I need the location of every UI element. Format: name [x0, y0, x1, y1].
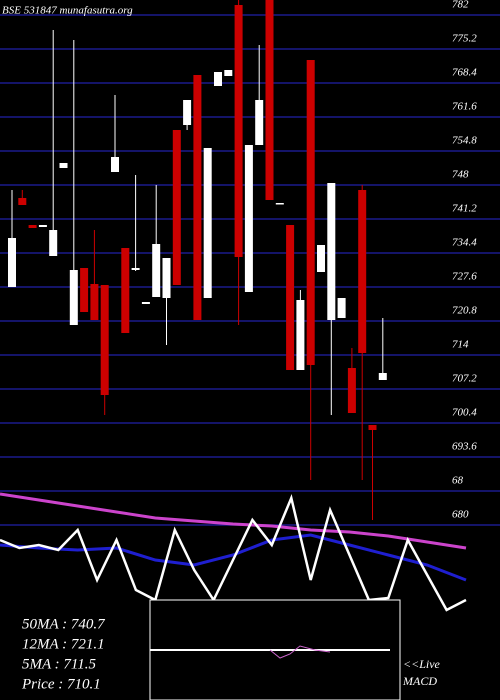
y-tick-label: 68 — [452, 475, 464, 487]
candle-body — [214, 72, 222, 86]
candle-body — [121, 248, 130, 333]
candle-body — [306, 60, 315, 365]
candles — [8, 0, 387, 520]
candle-body — [347, 368, 356, 413]
y-tick-label: 714 — [452, 339, 469, 351]
candle-body — [141, 302, 150, 304]
candle-body — [378, 373, 387, 380]
candle-body — [203, 148, 212, 298]
candle-body — [90, 284, 99, 320]
y-tick-label: 775.2 — [452, 33, 477, 45]
y-tick-label: 748 — [452, 169, 469, 181]
candle-body — [162, 258, 171, 298]
candle-body — [327, 183, 336, 320]
candle-body — [317, 245, 325, 272]
info-line: Price : 710.1 — [21, 676, 101, 692]
candle-body — [80, 268, 89, 312]
candle-body — [8, 238, 16, 287]
chart-title: BSE 531847 munafasutra.org — [2, 5, 133, 17]
y-tick-label: 734.4 — [452, 237, 477, 249]
candle-body — [224, 70, 233, 76]
macd-label: MACD — [402, 674, 437, 688]
candle-body — [111, 157, 119, 172]
macd-signal — [269, 645, 331, 659]
indicator-line — [0, 533, 467, 582]
y-tick-label: 741.2 — [452, 203, 477, 215]
candle-body — [337, 298, 346, 318]
candle-body — [131, 268, 140, 270]
y-tick-label: 707.2 — [452, 373, 477, 385]
candle-body — [275, 203, 284, 205]
y-tick-label: 782 — [452, 0, 469, 11]
y-tick-label: 680 — [452, 509, 469, 521]
y-tick-label: 700.4 — [452, 407, 477, 419]
candle-body — [286, 225, 295, 370]
candle-body — [38, 225, 47, 227]
info-line: 50MA : 740.7 — [22, 616, 106, 632]
info: 50MA : 740.7 12MA : 721.1 5MA : 711.5 Price… — [21, 616, 106, 692]
lower-panel — [0, 492, 467, 612]
candle-body — [255, 100, 264, 145]
candle-body — [69, 270, 78, 325]
candle-body — [234, 5, 243, 257]
candle-body — [28, 225, 37, 228]
candle-body — [244, 145, 253, 292]
candle-body — [265, 0, 274, 200]
y-tick-label: 693.6 — [452, 441, 477, 453]
indicator-line — [0, 493, 467, 612]
live-label: <<Live — [403, 657, 441, 671]
y-tick-label: 761.6 — [452, 101, 477, 113]
candle-body — [59, 163, 68, 168]
candle-body — [183, 100, 192, 125]
y-tick-label: 727.6 — [452, 271, 477, 283]
indicator-line — [0, 492, 467, 550]
candle-body — [152, 244, 161, 297]
candle-body — [193, 75, 202, 320]
info-line: 5MA : 711.5 — [22, 656, 97, 672]
candle-body — [296, 300, 305, 370]
y-tick-label: 720.8 — [452, 305, 477, 317]
candle-body — [100, 285, 109, 395]
candle-body — [172, 130, 181, 285]
y-tick-label: 768.4 — [452, 67, 477, 79]
y-tick-label: 754.8 — [452, 135, 477, 147]
candle-body — [358, 190, 367, 353]
candle-body — [49, 230, 58, 256]
candle-body — [18, 198, 27, 205]
candle-body — [368, 425, 377, 430]
info-line: 12MA : 721.1 — [22, 636, 105, 652]
